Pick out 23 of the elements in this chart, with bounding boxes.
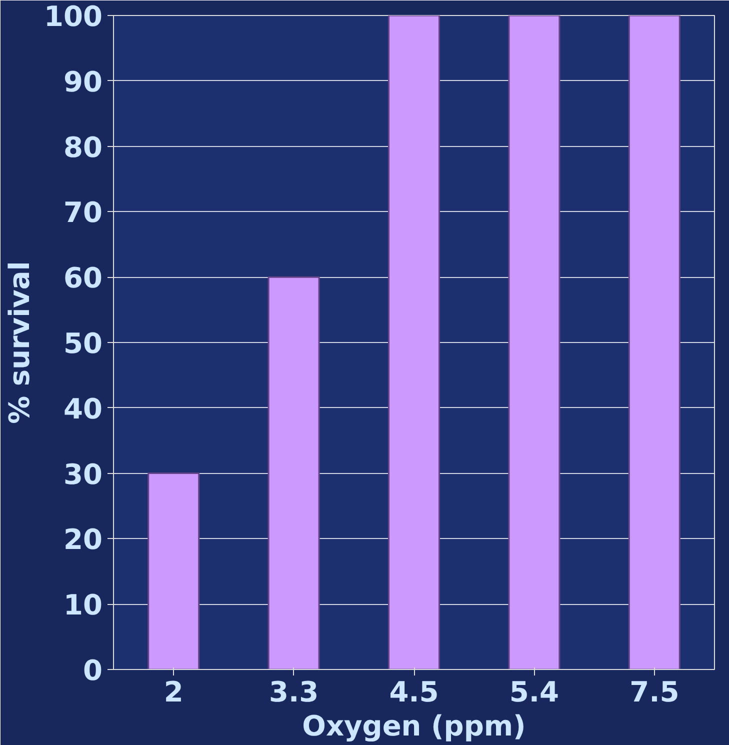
y-tick-label: 60	[64, 262, 103, 295]
bar	[268, 276, 320, 670]
x-tick-label: 7.5	[630, 676, 680, 708]
y-axis-title: % survival	[3, 261, 36, 424]
y-tick-label: 90	[64, 65, 103, 98]
x-tick-label: 2	[164, 676, 184, 708]
y-tick-label: 40	[64, 392, 103, 426]
y-tick-label: 10	[64, 588, 103, 622]
x-tick-label: 3.3	[269, 676, 319, 708]
y-tick-label: 100	[44, 0, 103, 33]
y-tick-label: 0	[83, 654, 102, 687]
x-tick-label: 4.5	[389, 676, 439, 708]
bar	[628, 16, 680, 670]
y-tick-label: 20	[64, 523, 103, 556]
x-tick-label: 5.4	[509, 676, 560, 708]
y-tick-label: 50	[64, 327, 103, 360]
y-tick-label: 80	[64, 130, 103, 164]
y-tick-label: 30	[64, 458, 103, 491]
bar	[508, 16, 560, 670]
x-axis-title: Oxygen (ppm)	[302, 710, 526, 742]
bar	[148, 472, 200, 670]
bar	[388, 16, 440, 670]
y-tick-label: 70	[64, 196, 103, 230]
